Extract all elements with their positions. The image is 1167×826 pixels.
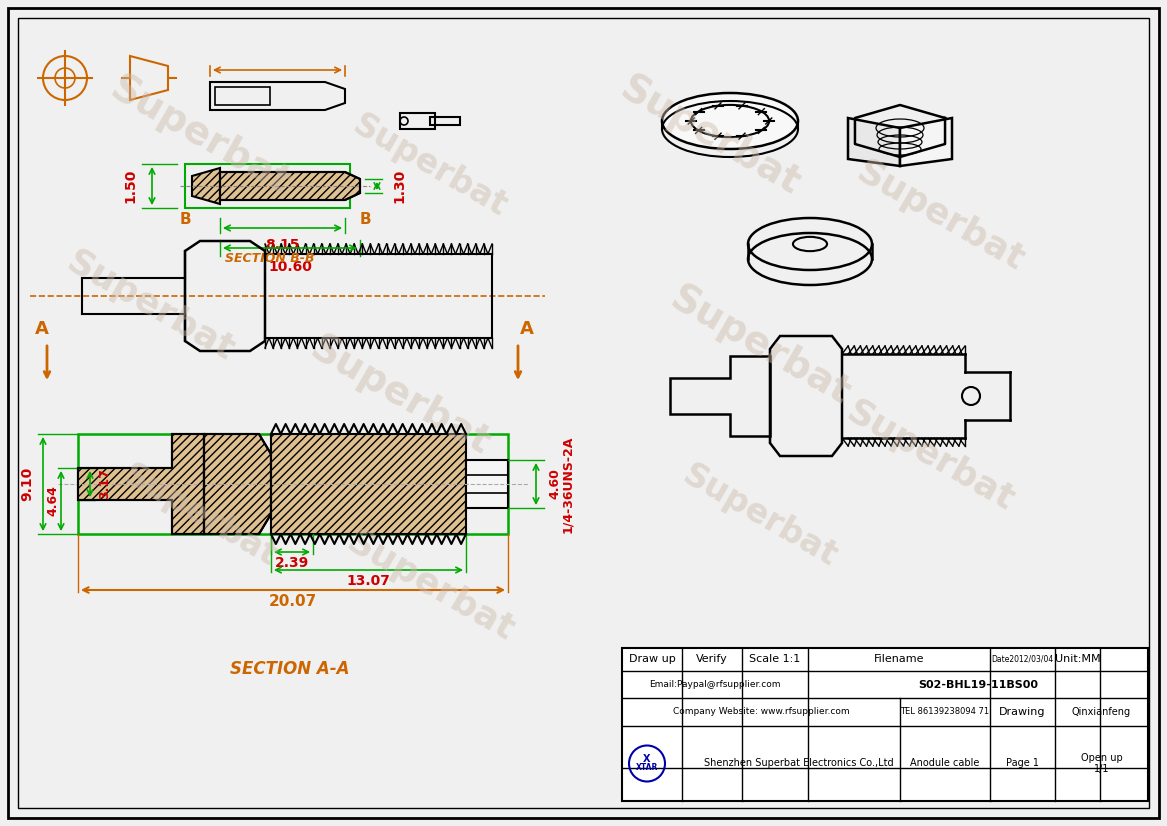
Bar xyxy=(78,434,508,534)
Text: Open up
1/1: Open up 1/1 xyxy=(1081,752,1123,774)
Text: Superbat: Superbat xyxy=(61,244,239,368)
Bar xyxy=(466,460,508,508)
Bar xyxy=(622,648,1148,801)
Text: 4.60: 4.60 xyxy=(548,468,561,500)
Text: Unit:MM: Unit:MM xyxy=(1055,654,1100,664)
Text: XTAR: XTAR xyxy=(636,763,658,772)
Text: SECTION B-B: SECTION B-B xyxy=(225,251,315,264)
Text: Superbat: Superbat xyxy=(303,330,497,463)
Text: Superbat: Superbat xyxy=(103,69,296,203)
Text: Superbat: Superbat xyxy=(840,394,1020,518)
Text: Draw up: Draw up xyxy=(629,654,676,664)
Text: 1/4-36UNS-2A: 1/4-36UNS-2A xyxy=(561,435,574,533)
Text: Scale 1:1: Scale 1:1 xyxy=(749,654,801,664)
Text: 1.50: 1.50 xyxy=(123,169,137,203)
Text: 20.07: 20.07 xyxy=(268,594,317,609)
Text: Qinxianfeng: Qinxianfeng xyxy=(1072,707,1131,717)
Text: Superbat: Superbat xyxy=(677,458,844,573)
Polygon shape xyxy=(221,172,359,200)
Ellipse shape xyxy=(748,218,872,270)
Polygon shape xyxy=(78,434,204,534)
Text: Anodule cable: Anodule cable xyxy=(910,758,979,768)
Text: Superbat: Superbat xyxy=(851,154,1029,278)
Text: A: A xyxy=(35,320,49,338)
Polygon shape xyxy=(848,118,900,166)
Polygon shape xyxy=(204,434,271,534)
Text: TEL 86139238094 71: TEL 86139238094 71 xyxy=(901,708,990,716)
Bar xyxy=(271,434,466,534)
Text: Superbat: Superbat xyxy=(117,458,284,573)
Text: Shenzhen Superbat Electronics Co.,Ltd: Shenzhen Superbat Electronics Co.,Ltd xyxy=(704,758,893,768)
Bar xyxy=(215,87,270,105)
Text: S02-BHL19-11BS00: S02-BHL19-11BS00 xyxy=(918,680,1037,690)
Ellipse shape xyxy=(662,93,798,149)
Text: 4.64: 4.64 xyxy=(47,486,60,516)
Polygon shape xyxy=(900,118,952,166)
Text: Page 1: Page 1 xyxy=(1006,758,1039,768)
Text: Verify: Verify xyxy=(697,654,728,664)
Text: 3.17: 3.17 xyxy=(98,468,111,500)
Text: B: B xyxy=(359,212,371,227)
Text: Filename: Filename xyxy=(874,654,924,664)
Bar xyxy=(186,164,350,208)
Text: Email:Paypal@rfsupplier.com: Email:Paypal@rfsupplier.com xyxy=(649,680,781,689)
Text: Company Website: www.rfsupplier.com: Company Website: www.rfsupplier.com xyxy=(672,708,850,716)
Text: Superbat: Superbat xyxy=(347,108,513,224)
Text: Superbat: Superbat xyxy=(663,279,857,413)
Text: Date2012/03/04: Date2012/03/04 xyxy=(992,655,1054,664)
Text: Superbat: Superbat xyxy=(341,525,519,648)
Bar xyxy=(400,113,435,129)
Text: Superbat: Superbat xyxy=(613,69,806,203)
Polygon shape xyxy=(193,168,221,204)
Ellipse shape xyxy=(792,237,827,251)
Text: 1.30: 1.30 xyxy=(392,169,406,203)
Text: 2.39: 2.39 xyxy=(275,556,309,570)
Text: 9.10: 9.10 xyxy=(20,467,34,501)
Text: 8.15: 8.15 xyxy=(265,238,300,252)
Text: Drawing: Drawing xyxy=(999,707,1046,717)
Bar xyxy=(429,117,460,125)
Text: B: B xyxy=(180,212,191,227)
Text: A: A xyxy=(520,320,533,338)
Text: SECTION A-A: SECTION A-A xyxy=(230,660,350,678)
Text: 10.60: 10.60 xyxy=(268,260,312,274)
Text: X: X xyxy=(643,753,651,763)
Text: 13.07: 13.07 xyxy=(347,574,391,588)
Ellipse shape xyxy=(691,105,769,137)
